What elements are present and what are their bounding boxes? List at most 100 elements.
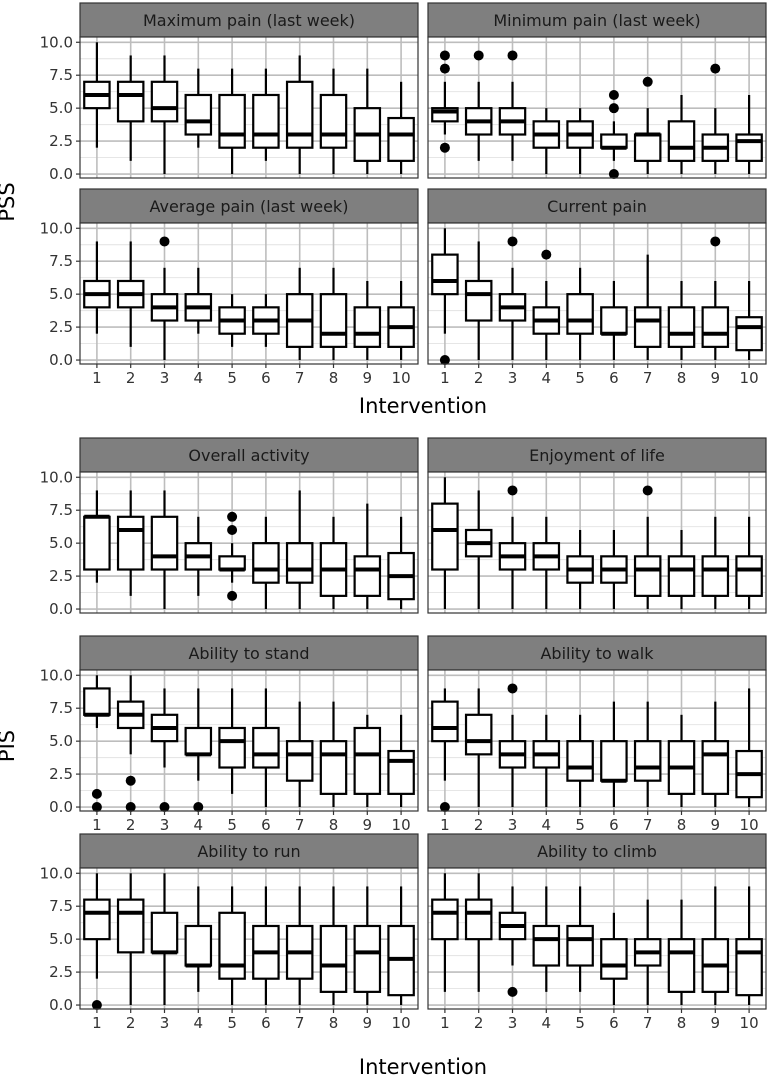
box-2 <box>116 873 145 1006</box>
iqr-box <box>431 898 459 941</box>
box-7 <box>633 485 662 610</box>
x-tick-label: 8 <box>329 816 339 834</box>
panel-border <box>427 36 767 179</box>
iqr-box <box>387 116 415 162</box>
y-tick-label: 10.0 <box>40 864 73 882</box>
panel-strip <box>427 2 767 38</box>
box-8 <box>319 516 348 610</box>
y-tick-label: 2.5 <box>49 765 73 783</box>
box-9 <box>701 516 730 610</box>
box-5 <box>218 688 246 794</box>
iqr-box <box>464 279 493 322</box>
box-3 <box>150 236 179 361</box>
outlier-point <box>227 590 238 601</box>
box-7 <box>633 899 662 1006</box>
x-tick-label: 3 <box>508 369 518 387</box>
box-1 <box>83 42 111 148</box>
panel-border <box>427 222 767 365</box>
iqr-box <box>667 555 696 597</box>
x-tick-label: 1 <box>92 816 102 834</box>
box-8 <box>319 701 348 808</box>
panel-strip <box>79 437 419 473</box>
box-6 <box>600 280 628 361</box>
iqr-box <box>116 515 145 571</box>
box-10 <box>387 886 415 1006</box>
box-5 <box>218 511 246 601</box>
x-tick-label: 2 <box>474 1014 484 1032</box>
x-tick-label: 6 <box>261 369 271 387</box>
x-tick-label: 8 <box>677 816 687 834</box>
y-tick-label: 7.5 <box>49 897 73 915</box>
box-4 <box>184 267 213 334</box>
x-tick-label: 1 <box>92 369 102 387</box>
iqr-box <box>566 293 594 335</box>
box-7 <box>285 886 314 1006</box>
outlier-point <box>125 802 136 813</box>
x-tick-label: 3 <box>160 816 170 834</box>
x-tick-label: 10 <box>740 816 759 834</box>
panel-title: Ability to stand <box>188 644 309 663</box>
outlier-point <box>507 50 518 61</box>
panel-ability-to-run: Ability to run 0.0 2.5 5.0 7.5 10.0 1 2 3 4 5 6 7 8 9 1… <box>40 833 419 1032</box>
iqr-box <box>566 740 594 782</box>
x-tick-label: 3 <box>160 1014 170 1032</box>
x-tick-label: 5 <box>227 1014 237 1032</box>
y-tick-label: 5.0 <box>49 930 73 948</box>
box-5 <box>566 108 594 175</box>
outlier-point <box>710 236 721 247</box>
x-tick-label: 10 <box>392 816 411 834</box>
box-2 <box>116 675 145 813</box>
box-10 <box>735 280 763 361</box>
x-tick-label: 8 <box>329 1014 339 1032</box>
x-tick-label: 3 <box>160 369 170 387</box>
box-9 <box>353 503 382 610</box>
x-tick-label: 10 <box>392 369 411 387</box>
box-9 <box>353 714 382 808</box>
panel-title: Overall activity <box>188 446 309 465</box>
iqr-box <box>464 898 493 941</box>
outlier-point <box>439 355 450 366</box>
x-tick-label: 2 <box>126 369 136 387</box>
iqr-box <box>353 726 382 795</box>
iqr-box <box>387 749 415 795</box>
panel-current-pain: Current pain 1 2 3 4 5 6 7 8 9 10 <box>427 188 767 387</box>
panel-grid: Maximum pain (last week)0.02.55.07.510.0… <box>40 2 767 1032</box>
iqr-box <box>667 938 696 993</box>
iqr-box <box>353 306 382 348</box>
box-8 <box>667 280 696 361</box>
box-1 <box>83 241 111 334</box>
box-5 <box>566 714 594 808</box>
box-5 <box>218 294 246 347</box>
x-tick-label: 6 <box>609 1014 619 1032</box>
box-6 <box>252 886 280 1006</box>
iqr-box <box>319 740 348 795</box>
iqr-box <box>532 924 561 967</box>
outlier-point <box>642 485 653 496</box>
box-8 <box>667 529 696 610</box>
x-tick-label: 3 <box>508 816 518 834</box>
x-tick-label: 9 <box>711 369 721 387</box>
y-tick-label: 7.5 <box>49 501 73 519</box>
iqr-box <box>252 726 280 769</box>
panel-average-pain-last-week: Average pain (last week) 0.0 2.5 5.0 7.5 10.0… <box>40 188 419 387</box>
box-2 <box>464 490 493 610</box>
iqr-box <box>600 740 628 782</box>
iqr-box <box>150 911 179 954</box>
outlier-point <box>710 63 721 74</box>
outlier-point <box>642 76 653 87</box>
iqr-box <box>600 306 628 335</box>
y-tick-label: 5.0 <box>49 732 73 750</box>
panel-strip <box>79 833 419 869</box>
outlier-point <box>227 511 238 522</box>
x-tick-label: 5 <box>227 369 237 387</box>
outlier-point <box>193 802 204 813</box>
box-2 <box>464 50 493 161</box>
iqr-box <box>252 542 280 584</box>
panel-title: Ability to run <box>197 842 300 861</box>
bottom-block-x-axis-title: Intervention <box>359 1055 487 1076</box>
x-tick-label: 5 <box>575 369 585 387</box>
y-tick-label: 10.0 <box>40 666 73 684</box>
x-tick-label: 4 <box>542 816 552 834</box>
box-7 <box>285 55 314 175</box>
